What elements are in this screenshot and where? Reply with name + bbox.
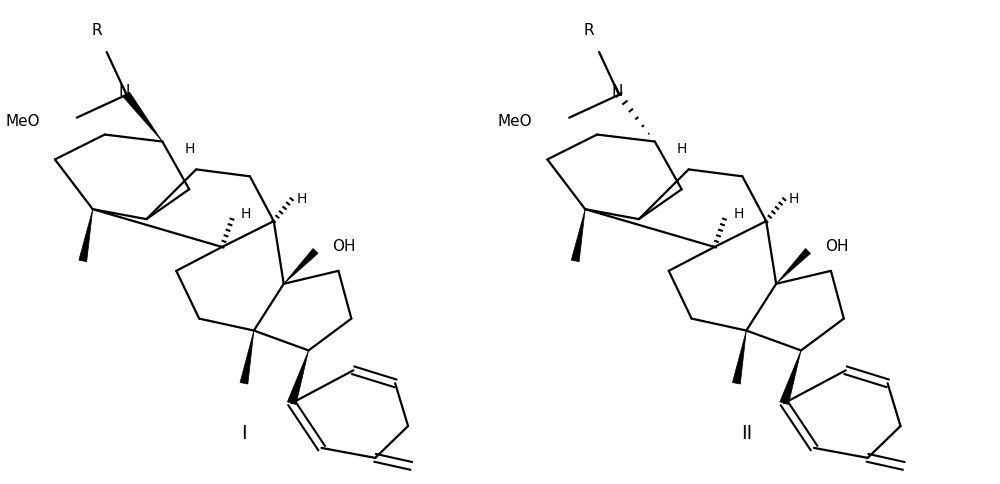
Text: N: N: [119, 84, 130, 99]
Text: H: H: [296, 192, 307, 206]
Polygon shape: [240, 331, 254, 384]
Polygon shape: [571, 209, 585, 262]
Text: MeO: MeO: [5, 114, 40, 129]
Text: MeO: MeO: [498, 114, 532, 129]
Text: I: I: [241, 424, 247, 442]
Text: OH: OH: [825, 240, 848, 255]
Text: H: H: [241, 207, 251, 221]
Text: R: R: [584, 23, 594, 38]
Polygon shape: [780, 350, 801, 405]
Text: H: H: [733, 207, 744, 221]
Polygon shape: [287, 350, 309, 405]
Text: H: H: [184, 141, 195, 155]
Text: N: N: [611, 84, 623, 99]
Text: II: II: [741, 424, 752, 442]
Polygon shape: [79, 209, 93, 262]
Polygon shape: [732, 331, 746, 384]
Polygon shape: [123, 92, 162, 141]
Text: OH: OH: [332, 240, 356, 255]
Text: H: H: [789, 192, 799, 206]
Polygon shape: [776, 248, 810, 284]
Text: R: R: [91, 23, 102, 38]
Polygon shape: [284, 248, 318, 284]
Text: H: H: [677, 141, 687, 155]
